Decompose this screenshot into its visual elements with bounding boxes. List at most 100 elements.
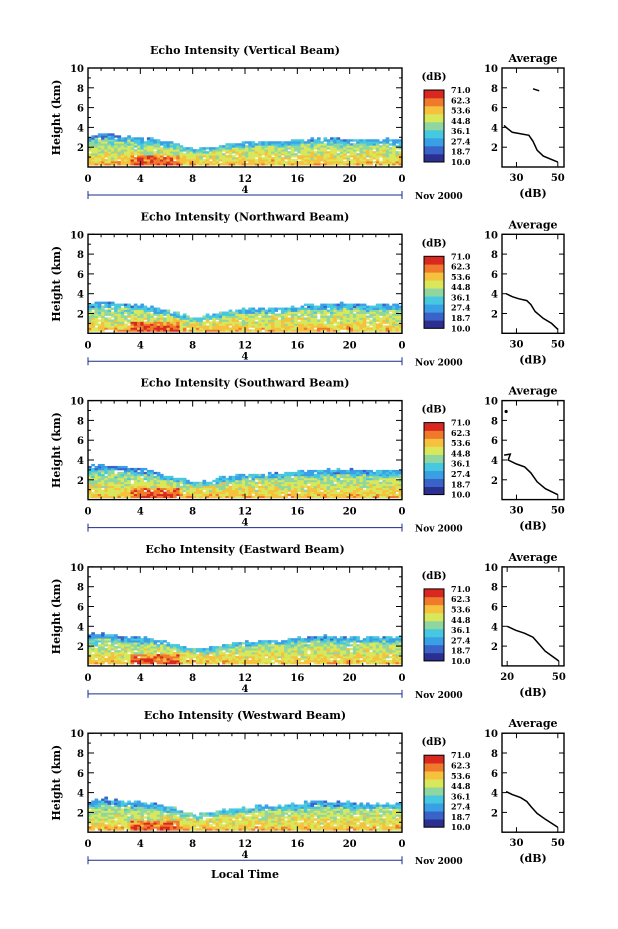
heatmap-cell <box>320 644 324 647</box>
heatmap-cell <box>330 309 334 312</box>
heatmap-cell <box>159 640 164 643</box>
heatmap-cell <box>110 479 115 483</box>
heatmap-cell <box>209 149 213 152</box>
heatmap-cell <box>307 143 311 146</box>
heatmap-cell <box>313 659 318 663</box>
heatmap-cell <box>366 473 370 477</box>
heatmap-cell <box>169 153 174 156</box>
heatmap-cell <box>150 640 154 643</box>
heatmap-cell <box>228 161 233 164</box>
heatmap-cell <box>343 315 347 318</box>
heatmap-cell <box>94 135 99 138</box>
heatmap-cell <box>372 646 377 649</box>
heatmap-cell <box>153 319 158 322</box>
heatmap-cell <box>101 661 105 665</box>
heatmap-cell <box>169 495 174 499</box>
heatmap-cell <box>395 652 400 655</box>
heatmap-cell <box>294 329 298 332</box>
heatmap-cell <box>195 317 200 320</box>
heatmap-cell <box>137 307 141 310</box>
heatmap-cell <box>261 495 266 499</box>
heatmap-cell <box>225 323 230 326</box>
heatmap-cell <box>336 483 341 487</box>
heatmap-cell <box>375 319 380 322</box>
heatmap-cell <box>88 329 92 332</box>
heatmap-cell <box>169 151 174 154</box>
heatmap-cell <box>297 329 301 332</box>
heatmap-cell <box>385 485 390 489</box>
heatmap-cell <box>120 157 125 160</box>
heatmap-cell <box>323 475 328 479</box>
heatmap-cell <box>323 161 328 164</box>
heatmap-cell <box>379 317 383 320</box>
heatmap-cell <box>326 654 331 657</box>
heatmap-cell <box>88 634 92 637</box>
heatmap-cell <box>362 650 367 653</box>
heatmap-cell <box>369 469 373 473</box>
heatmap-cell <box>133 471 138 475</box>
y-tick-label: 2 <box>77 143 84 154</box>
heatmap-cell <box>173 149 177 152</box>
heatmap-cell <box>375 163 380 166</box>
heatmap-cell <box>117 311 122 314</box>
heatmap-cell <box>88 327 92 330</box>
heatmap-cell <box>91 137 95 140</box>
heatmap-cell <box>385 313 390 316</box>
heatmap-cell <box>166 147 171 150</box>
heatmap-cell <box>88 313 92 316</box>
heatmap-cell <box>333 650 337 653</box>
profile-y-tick-label: 6 <box>491 104 498 115</box>
heatmap-cell <box>261 491 266 495</box>
heatmap-cell <box>287 329 292 332</box>
heatmap-cell <box>343 648 347 651</box>
heatmap-cell <box>104 640 109 643</box>
heatmap-cell <box>133 139 138 142</box>
heatmap-cell <box>91 495 95 499</box>
heatmap-cell <box>330 485 334 489</box>
heatmap-cell <box>248 315 252 318</box>
heatmap-cell <box>336 648 341 651</box>
heatmap-cell <box>369 648 373 651</box>
heatmap-cell <box>280 642 285 645</box>
heatmap-cell <box>310 307 315 310</box>
heatmap-cell <box>146 323 151 326</box>
heatmap-cell <box>166 145 171 148</box>
heatmap-cell <box>146 477 151 481</box>
heatmap-cell <box>333 477 337 481</box>
heatmap-cell <box>133 475 138 479</box>
heatmap-cell <box>166 648 171 651</box>
heatmap-cell <box>303 149 308 152</box>
heatmap-cell <box>120 149 125 152</box>
heatmap-cell <box>153 325 158 328</box>
heatmap-cell <box>313 640 318 643</box>
heatmap-cell <box>153 145 158 148</box>
heatmap-cell <box>313 155 318 158</box>
y-axis-label: Height (km) <box>50 246 63 322</box>
heatmap-cell <box>254 323 259 326</box>
heatmap-cell <box>205 313 210 316</box>
heatmap-cell <box>189 325 194 328</box>
heatmap-cell <box>254 646 259 649</box>
heatmap-cell <box>166 317 171 320</box>
heatmap-cell <box>349 327 354 330</box>
heatmap-cell <box>212 483 216 487</box>
heatmap-cell <box>101 657 105 661</box>
heatmap-cell <box>241 153 246 156</box>
heatmap-cell <box>228 493 233 497</box>
heatmap-cell <box>320 159 324 162</box>
heatmap-cell <box>114 487 118 491</box>
heatmap-cell <box>137 151 141 154</box>
heatmap-cell <box>127 648 131 651</box>
heatmap-cell <box>375 327 380 330</box>
heatmap-cell <box>258 648 262 651</box>
heatmap-cell <box>330 149 334 152</box>
heatmap-cell <box>339 479 344 483</box>
heatmap-cell <box>274 325 279 328</box>
heatmap-cell <box>352 155 357 158</box>
heatmap-cell <box>274 657 279 661</box>
heatmap-cell <box>326 161 331 164</box>
heatmap-cell <box>218 479 223 483</box>
heatmap-cell <box>258 141 262 144</box>
heatmap-cell <box>320 307 324 310</box>
heatmap-cell <box>209 656 213 659</box>
